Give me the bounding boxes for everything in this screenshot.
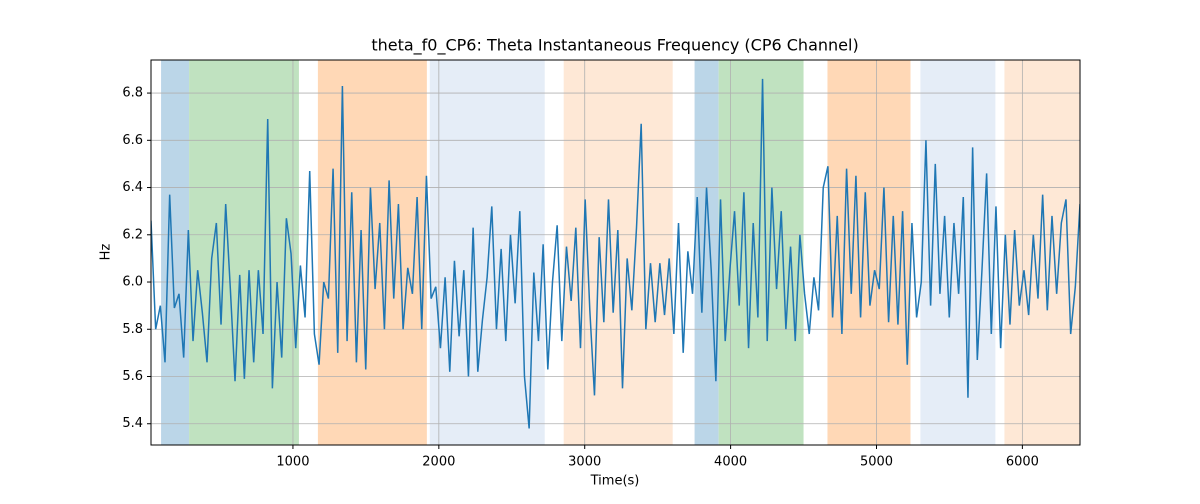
shaded-span <box>317 60 427 445</box>
shaded-span <box>161 60 190 445</box>
chart-title: theta_f0_CP6: Theta Instantaneous Freque… <box>371 36 858 56</box>
x-tick-label: 6000 <box>1006 455 1039 470</box>
x-tick-label: 4000 <box>714 455 747 470</box>
plot-frame <box>150 59 1081 446</box>
x-tick-label: 5000 <box>860 455 893 470</box>
y-tick-label: 6.2 <box>122 227 143 242</box>
y-tick-label: 5.6 <box>122 369 143 384</box>
shaded-span <box>189 60 299 445</box>
y-tick-label: 6.0 <box>122 275 143 290</box>
y-tick-label: 5.4 <box>122 416 143 431</box>
shaded-span <box>1004 60 1080 445</box>
x-axis-label: Time(s) <box>590 474 640 489</box>
y-axis-label: Hz <box>99 244 114 261</box>
x-tick-label: 1000 <box>276 455 309 470</box>
y-tick-label: 6.8 <box>122 86 143 101</box>
shaded-span <box>694 60 719 445</box>
shaded-span <box>827 60 911 445</box>
shaded-span <box>429 60 545 445</box>
x-tick-label: 3000 <box>568 455 601 470</box>
data-line <box>151 78 1080 429</box>
y-tick-label: 6.4 <box>122 180 143 195</box>
x-tick-label: 2000 <box>422 455 455 470</box>
y-tick-label: 6.6 <box>122 133 143 148</box>
y-tick-label: 5.8 <box>122 322 143 337</box>
